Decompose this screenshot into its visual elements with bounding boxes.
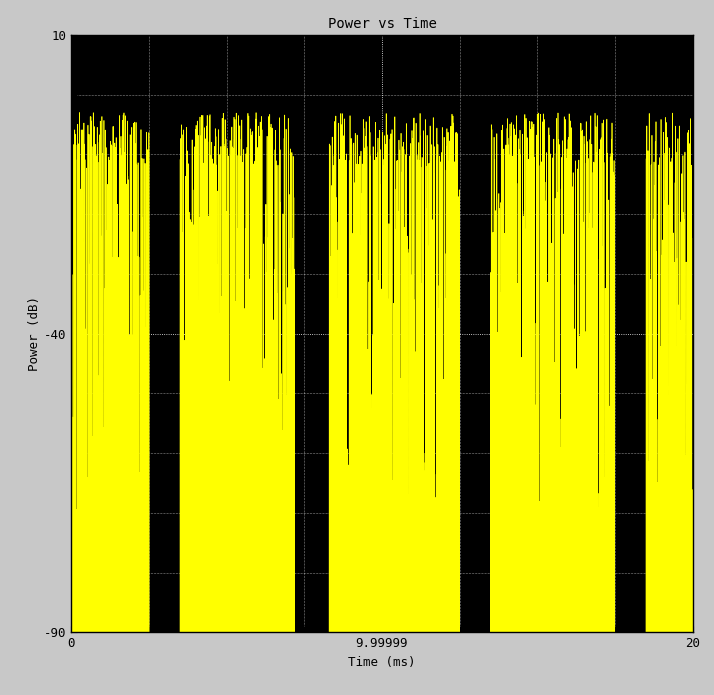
Title: Power vs Time: Power vs Time (328, 17, 436, 31)
X-axis label: Time (ms): Time (ms) (348, 656, 416, 669)
Y-axis label: Power (dB): Power (dB) (29, 296, 41, 371)
